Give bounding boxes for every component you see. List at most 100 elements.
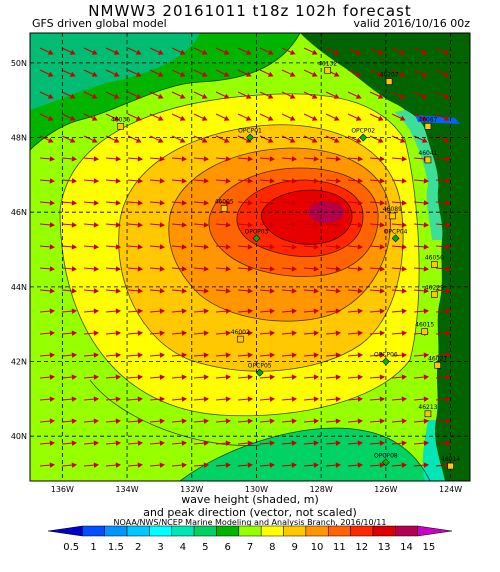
arrow-head: [247, 396, 253, 402]
arrow-head: [333, 93, 340, 99]
arrow-head: [181, 222, 187, 228]
buoy-label: 46014: [441, 456, 460, 463]
buoy-marker: [424, 410, 432, 418]
arrow-head: [203, 178, 209, 184]
arrow-head: [181, 308, 187, 314]
buoy-label: 46005: [215, 198, 234, 205]
colorbar-cell: [238, 525, 262, 537]
colorbar-label: 1: [90, 542, 96, 553]
arrow-head: [223, 49, 230, 55]
arrow-head: [69, 115, 76, 121]
arrow-head: [203, 374, 209, 380]
arrow-head: [443, 93, 450, 99]
arrow-head: [49, 418, 55, 424]
arrow-head: [47, 71, 54, 77]
colorbar-cell: [149, 525, 173, 537]
arrow-head: [377, 137, 384, 143]
arrow-head: [379, 462, 385, 468]
arrow-head: [201, 137, 208, 143]
arrow-head: [71, 288, 77, 294]
arrow-head: [357, 288, 363, 294]
arrow-head: [115, 440, 121, 446]
arrow-head: [445, 244, 451, 250]
lat-label: 44N: [11, 283, 27, 292]
arrow-head: [423, 288, 429, 294]
arrow-head: [335, 178, 341, 184]
arrow-head: [159, 178, 165, 184]
arrow-head: [91, 93, 98, 99]
arrow-head: [49, 266, 55, 272]
arrow-head: [247, 374, 253, 380]
arrow-head: [445, 156, 451, 162]
arrow-head: [181, 200, 187, 206]
legend-caption-line1: wave height (shaded, m): [181, 493, 319, 506]
lat-label: 48N: [11, 134, 27, 143]
arrow-head: [115, 200, 121, 206]
arrow-head: [377, 115, 384, 121]
buoy-label: 46015: [415, 322, 434, 329]
buoy-marker: [220, 205, 228, 212]
arrow-head: [401, 374, 407, 380]
lat-label: 50N: [11, 59, 27, 68]
arrow-head: [289, 49, 296, 55]
arrow-head: [49, 244, 55, 250]
arrow-head: [159, 352, 165, 358]
arrow-head: [247, 352, 253, 358]
arrow-head: [291, 374, 297, 380]
lon-label: 132W: [180, 485, 203, 494]
arrow-head: [245, 115, 252, 121]
arrow-head: [421, 49, 428, 55]
arrow-head: [267, 71, 274, 77]
arrow-head: [401, 156, 407, 162]
arrow-head: [181, 244, 187, 250]
arrow-head: [313, 462, 319, 468]
arrow-head: [379, 352, 385, 358]
arrow-head: [291, 440, 297, 446]
arrow-head: [225, 330, 231, 336]
arrow-head: [291, 330, 297, 336]
arrow-head: [335, 418, 341, 424]
arrow-head: [225, 352, 231, 358]
arrow-head: [115, 352, 121, 358]
arrow-head: [247, 222, 253, 228]
arrow-head: [71, 440, 77, 446]
arrow-head: [269, 352, 275, 358]
colorbar: 0.5 1 1.5 2 3 4 5 6 7 8 9 10 11 12 13 14 15: [47, 525, 453, 553]
arrow-head: [49, 156, 55, 162]
arrow-head: [93, 396, 99, 402]
buoy-marker: [236, 335, 244, 343]
arrow-head: [203, 462, 209, 468]
arrow-head: [137, 352, 143, 358]
arrow-head: [423, 352, 429, 358]
arrow-head: [203, 396, 209, 402]
arrow-head: [247, 178, 253, 184]
arrow-head: [247, 244, 253, 250]
arrow-head: [93, 462, 99, 468]
arrow-head: [399, 115, 406, 121]
arrow-head: [47, 137, 54, 143]
arrow-head: [445, 178, 451, 184]
arrow-head: [159, 374, 165, 380]
arrow-head: [159, 156, 165, 162]
arrow-head: [421, 115, 428, 121]
arrow-head: [137, 440, 143, 446]
output-point-marker: [381, 357, 390, 366]
arrow-head: [313, 374, 319, 380]
arrow-head: [91, 49, 98, 55]
arrow-head: [335, 244, 341, 250]
arrow-head: [355, 93, 362, 99]
arrow-head: [203, 418, 209, 424]
arrow-head: [137, 156, 143, 162]
arrow-head: [311, 137, 318, 143]
arrow-head: [269, 266, 275, 272]
arrow-head: [181, 178, 187, 184]
arrow-head: [377, 71, 384, 77]
longitude-labels: 136W 134W 132W 130W 128W 126W 124W: [51, 485, 463, 494]
contour-lines: [30, 33, 431, 481]
arrow-head: [69, 71, 76, 77]
arrow-head: [225, 200, 231, 206]
arrow-head: [245, 93, 252, 99]
arrow-head: [159, 288, 165, 294]
arrow-head: [225, 288, 231, 294]
colorbar-cell: [193, 525, 217, 537]
